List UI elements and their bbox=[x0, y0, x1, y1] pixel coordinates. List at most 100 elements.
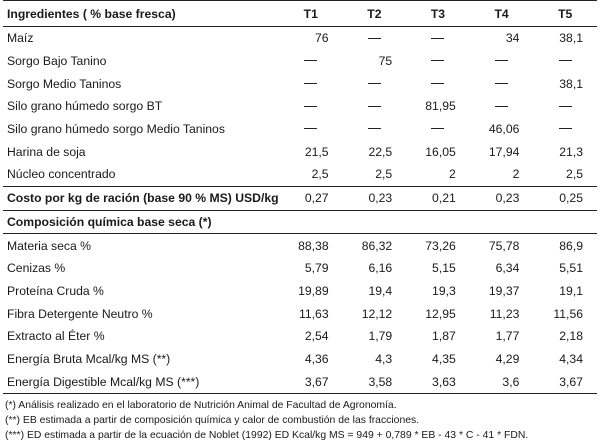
cost-value-t1: 0,27 bbox=[279, 185, 343, 211]
composition-row: Cenizas % 5,79 6,16 5,15 6,34 5,51 bbox=[3, 257, 597, 280]
empty-cell-dash bbox=[343, 118, 407, 141]
dash-mark bbox=[495, 83, 509, 84]
composition-row: Energía Digestible Mcal/kg MS (***) 3,67 3… bbox=[3, 370, 597, 395]
cost-value-t3: 0,21 bbox=[406, 185, 470, 211]
ingredient-row: Harina de soja 21,5 22,5 16,05 17,94 21,3 bbox=[3, 140, 597, 163]
value-cell-t2: 1,79 bbox=[368, 329, 393, 344]
empty-cell-dash bbox=[406, 27, 470, 50]
value-cell-t3: 4,35 bbox=[432, 351, 456, 366]
value-cell-t4: 19,37 bbox=[488, 283, 520, 298]
composition-section-row: Composición química base seca (*) bbox=[3, 210, 597, 235]
empty-cell-dash bbox=[279, 118, 343, 141]
value-cell-t1: 88,38 bbox=[298, 238, 329, 253]
composition-row-label: Extracto al Éter % bbox=[7, 329, 105, 344]
empty-cell-dash bbox=[279, 72, 343, 95]
value-cell-t1: 3,67 bbox=[279, 370, 343, 395]
composition-row-label: Fibra Detergente Neutro % bbox=[7, 306, 153, 321]
value-cell-t3: 16,05 bbox=[425, 144, 456, 159]
diet-composition-table: Ingredientes ( % base fresca) T1 T2 T3 T… bbox=[3, 0, 597, 395]
footnotes: (*) Análisis realizado en el laboratorio… bbox=[3, 398, 597, 444]
ingredient-row: Núcleo concentrado 2,5 2,5 2 2 2,5 bbox=[3, 163, 597, 186]
dash-mark bbox=[367, 83, 381, 84]
dash-mark bbox=[367, 128, 381, 130]
composition-row-label: Proteína Cruda % bbox=[7, 283, 104, 298]
ingredients-body: Maíz 76 34 38,1 Sorgo Bajo Tanino 75 Sorgo Med… bbox=[3, 27, 597, 187]
composition-row-label: Cenizas % bbox=[7, 261, 66, 276]
value-cell-t5: 3,67 bbox=[533, 370, 597, 395]
empty-cell-dash bbox=[406, 72, 470, 95]
value-cell-t4: 3,6 bbox=[469, 370, 534, 395]
cost-label: Costo por kg de ración (base 90 % MS) US… bbox=[3, 185, 279, 211]
empty-cell-dash bbox=[343, 27, 407, 50]
value-cell-t5: 38,1 bbox=[559, 76, 583, 91]
empty-cell-dash bbox=[533, 118, 597, 141]
value-cell-t4: 11,23 bbox=[489, 306, 520, 321]
value-cell-t1: 76 bbox=[315, 31, 329, 46]
dash-mark bbox=[431, 60, 445, 62]
cost-value-t4: 0,23 bbox=[469, 185, 534, 211]
composition-row: Fibra Detergente Neutro % 11,63 12,12 12,95… bbox=[3, 302, 597, 325]
value-cell-t2: 2,5 bbox=[375, 167, 393, 182]
value-cell-t4: 75,78 bbox=[488, 238, 520, 253]
ingredients-header: Ingredientes ( % base fresca) bbox=[3, 0, 279, 27]
dash-mark bbox=[367, 37, 381, 39]
value-cell-t3: 81,95 bbox=[425, 99, 456, 114]
empty-cell-dash bbox=[343, 95, 407, 118]
value-cell-t5: 2,5 bbox=[566, 167, 583, 182]
dash-mark bbox=[495, 60, 509, 62]
dash-mark bbox=[558, 60, 572, 62]
ingredient-row-label: Sorgo Bajo Tanino bbox=[7, 54, 107, 69]
ingredient-row-label: Sorgo Medio Taninos bbox=[7, 76, 122, 91]
composition-row-label: Energía Bruta Mcal/kg MS (**) bbox=[7, 351, 171, 366]
value-cell-t5: 5,51 bbox=[559, 261, 583, 276]
footnote-3: (***) ED estimada a partir de la ecuació… bbox=[5, 430, 529, 442]
value-cell-t4: 46,06 bbox=[488, 122, 520, 137]
value-cell-t1: 11,63 bbox=[299, 306, 329, 321]
treatment-header-t1: T1 bbox=[279, 0, 343, 27]
cost-value-t2: 0,23 bbox=[342, 185, 407, 211]
value-cell-t5: 2,18 bbox=[559, 329, 583, 344]
empty-cell-dash bbox=[279, 95, 343, 118]
dash-mark bbox=[304, 60, 318, 62]
empty-cell-dash bbox=[533, 50, 597, 73]
value-cell-t5: 21,3 bbox=[559, 144, 583, 159]
value-cell-t2: 3,58 bbox=[342, 370, 407, 395]
value-cell-t3: 19,3 bbox=[432, 283, 456, 298]
ingredient-row: Sorgo Bajo Tanino 75 bbox=[3, 50, 597, 73]
empty-cell-dash bbox=[470, 72, 534, 95]
composition-body: Materia seca % 88,38 86,32 73,26 75,78 86,9 Ce… bbox=[3, 234, 597, 395]
value-cell-t4: 1,77 bbox=[495, 329, 520, 344]
dash-mark bbox=[431, 37, 445, 39]
dash-mark bbox=[304, 105, 318, 107]
value-cell-t1: 19,89 bbox=[298, 283, 329, 298]
ingredient-row-label: Silo grano húmedo sorgo Medio Taninos bbox=[7, 122, 225, 137]
treatment-header-t2: T2 bbox=[342, 0, 407, 27]
cost-row: Costo por kg de ración (base 90 % MS) US… bbox=[3, 185, 597, 211]
ingredient-row: Silo grano húmedo sorgo BT 81,95 bbox=[3, 95, 597, 118]
header-row: Ingredientes ( % base fresca) T1 T2 T3 T… bbox=[3, 0, 597, 27]
composition-row: Materia seca % 88,38 86,32 73,26 75,78 86,9 bbox=[3, 234, 597, 257]
treatment-header-t5: T5 bbox=[533, 0, 597, 27]
value-cell-t3: 3,63 bbox=[406, 370, 470, 395]
value-cell-t2: 22,5 bbox=[368, 144, 393, 159]
value-cell-t2: 12,12 bbox=[361, 306, 393, 321]
ingredient-row: Maíz 76 34 38,1 bbox=[3, 27, 597, 50]
value-cell-t5: 4,34 bbox=[559, 351, 583, 366]
dash-mark bbox=[558, 128, 572, 130]
empty-cell-dash bbox=[470, 95, 534, 118]
value-cell-t2: 6,16 bbox=[368, 261, 393, 276]
composition-row: Energía Bruta Mcal/kg MS (**) 4,36 4,3 4,35… bbox=[3, 348, 597, 371]
composition-section-title: Composición química base seca (*) bbox=[3, 210, 597, 235]
empty-cell-dash bbox=[406, 118, 470, 141]
value-cell-t3: 73,26 bbox=[425, 238, 456, 253]
value-cell-t2: 4,3 bbox=[375, 351, 393, 366]
value-cell-t4: 34 bbox=[505, 31, 520, 46]
value-cell-t1: 2,54 bbox=[304, 329, 329, 344]
ingredient-row: Sorgo Medio Taninos 38,1 bbox=[3, 72, 597, 95]
value-cell-t3: 1,87 bbox=[432, 329, 456, 344]
value-cell-t3: 2 bbox=[449, 167, 456, 182]
value-cell-t1: 4,36 bbox=[304, 351, 329, 366]
empty-cell-dash bbox=[279, 50, 343, 73]
value-cell-t5: 11,56 bbox=[553, 306, 583, 321]
value-cell-t5: 86,9 bbox=[559, 238, 583, 253]
